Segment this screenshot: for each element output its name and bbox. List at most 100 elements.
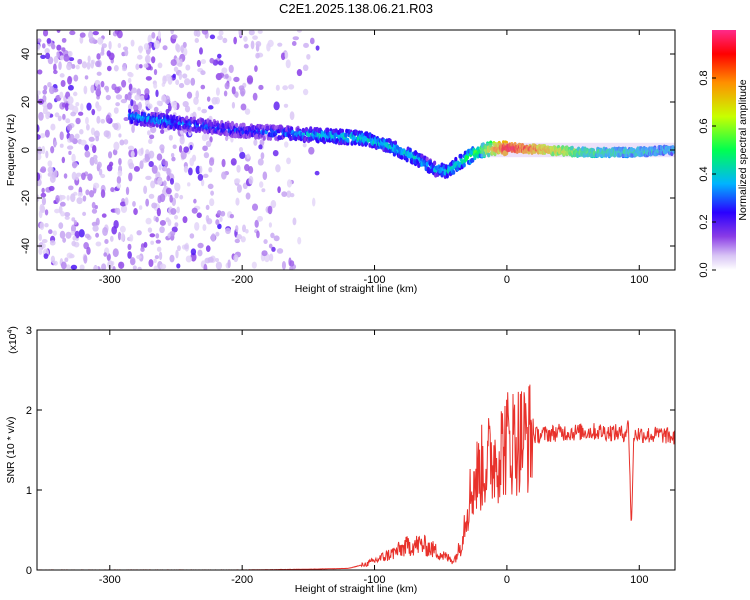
spectrogram-cell [190, 77, 196, 86]
spectrogram-cell [150, 240, 155, 245]
spectrogram-cell [132, 265, 137, 270]
spectrogram-cell [57, 115, 62, 122]
spectrogram-cell [275, 84, 280, 91]
spectrogram-cell [180, 150, 187, 160]
spectrogram-cell [462, 162, 466, 168]
spectrogram-cell [206, 96, 211, 102]
spectrogram-cells [37, 30, 675, 270]
spectrogram-cell [121, 79, 127, 88]
spectrogram-cell [208, 105, 214, 110]
spectrogram-cell [42, 243, 46, 249]
spectrogram-cell [235, 122, 239, 128]
spectrogram-cell [96, 105, 102, 112]
spectrogram-cell [211, 96, 218, 105]
spectrogram-cell [268, 136, 273, 141]
spectrogram-cell [156, 153, 163, 161]
spectrogram-cell [254, 65, 258, 73]
spectrogram-cell [156, 246, 162, 252]
spectrogram-cell [267, 205, 273, 215]
spectrogram-cell [116, 183, 122, 189]
spectrogram-cell [217, 223, 222, 230]
spectrogram-cell [59, 143, 64, 148]
spectrogram-cell [66, 145, 74, 150]
spectrogram-cell [44, 48, 50, 54]
spectrogram-cell [140, 246, 145, 252]
spectrogram-cell [167, 219, 172, 227]
spectrogram-cell [233, 36, 237, 45]
spectrogram-cell [200, 70, 206, 76]
spectrogram-cell [314, 170, 320, 176]
spectrogram-cell [201, 30, 209, 35]
spectrogram-cell [127, 243, 132, 251]
spectrogram-x-axis-label: Height of straight line (km) [295, 283, 418, 295]
spectrogram-cell [254, 219, 259, 228]
spectrogram-cell [244, 108, 251, 115]
spectrogram-cell [251, 203, 259, 211]
spectrogram-cell [215, 261, 223, 270]
spectrogram-cell [159, 226, 165, 234]
x-tick-label: 100 [630, 274, 648, 286]
spectrogram-cell [307, 132, 311, 138]
spectrogram-cell [95, 241, 102, 247]
spectrogram-cell [225, 131, 229, 137]
spectrogram-cell [304, 127, 309, 132]
spectrogram-cell [75, 102, 80, 107]
spectrogram-cell [277, 186, 281, 194]
spectrogram-cell [165, 187, 172, 195]
spectrogram-cell [209, 136, 213, 143]
spectrogram-cell [45, 52, 51, 60]
snr-y-ticks: 0 1 2 3 [26, 325, 675, 577]
spectrogram-cell [73, 220, 77, 225]
spectrogram-cell [286, 157, 291, 165]
spectrogram-cell [205, 140, 212, 148]
spectrogram-cell [149, 233, 156, 238]
snr-line [37, 384, 675, 570]
spectrogram-cell [248, 30, 255, 36]
spectrogram-cell [68, 185, 74, 191]
spectrogram-cell [156, 100, 162, 106]
colorbar-tick-label: 0.4 [698, 166, 710, 181]
spectrogram-cell [171, 226, 178, 233]
spectrogram-cell [156, 207, 161, 217]
spectrogram-cell [171, 156, 176, 162]
y-tick-label: 2 [26, 405, 32, 417]
spectrogram-cell [108, 151, 113, 159]
spectrogram-cell [196, 212, 202, 219]
spectrogram-cell [159, 193, 166, 203]
spectrogram-cell [47, 172, 53, 177]
spectrogram-cell [149, 134, 155, 140]
spectrogram-cell [166, 114, 170, 120]
x-tick-label: -300 [99, 574, 121, 586]
spectrogram-cell [115, 207, 121, 215]
spectrogram-cell [131, 87, 137, 94]
spectrogram-cell [209, 157, 215, 166]
spectrogram-cell [188, 167, 193, 176]
spectrogram-cell [68, 57, 75, 62]
spectrogram-cell [100, 118, 106, 124]
spectrogram-cell [158, 164, 162, 171]
spectrogram-cell [92, 144, 97, 154]
spectrogram-cell [281, 191, 288, 198]
spectrogram-cell [96, 71, 102, 76]
spectrogram-cell [40, 54, 46, 59]
spectrogram-cell [113, 65, 119, 72]
spectrogram-cell [127, 77, 132, 84]
spectrogram-cell [100, 173, 106, 179]
spectrogram-cell [238, 85, 245, 91]
spectrogram-cell [161, 166, 168, 172]
spectrogram-cell [169, 254, 175, 263]
spectrogram-cell [190, 252, 197, 262]
spectrogram-cell [83, 85, 88, 95]
spectrogram-cell [224, 73, 229, 79]
spectrogram-cell [61, 102, 66, 108]
spectrogram-cell [233, 254, 239, 263]
spectrogram-cell [259, 139, 265, 146]
spectrogram-cell [67, 75, 73, 85]
colorbar-label: Normalized spectral amplitude [737, 79, 749, 220]
spectrogram-cell [175, 249, 179, 259]
spectrogram-cell [160, 148, 165, 154]
spectrogram-cell [227, 259, 231, 269]
spectrogram-cell [487, 152, 491, 158]
spectrogram-cell [284, 141, 289, 148]
spectrogram-cell [270, 200, 277, 209]
